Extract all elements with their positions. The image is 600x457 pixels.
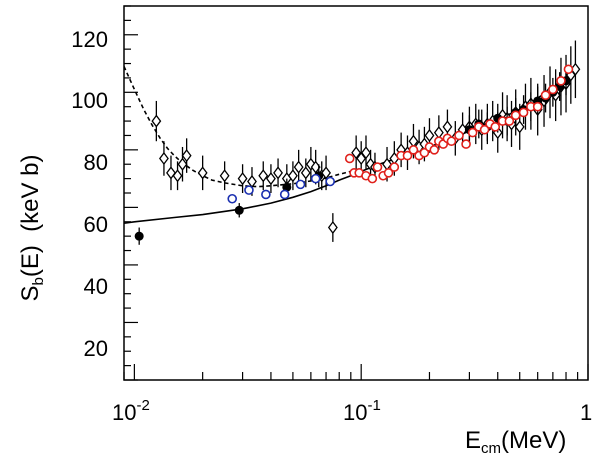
- red-circle-marker: [556, 76, 566, 86]
- diamond-marker: [321, 166, 331, 180]
- red-circle-marker: [408, 145, 419, 155]
- red-circle-marker: [446, 136, 457, 147]
- x-tick-label: 1: [580, 400, 592, 425]
- x-axis-title: Ecm(MeV): [465, 427, 566, 457]
- diamond-marker: [172, 169, 183, 183]
- x-tick-exponent: -2: [136, 397, 149, 414]
- blue-circle-marker: [227, 193, 238, 204]
- diamond-marker: [273, 166, 283, 180]
- red-circle-marker: [402, 150, 413, 161]
- blue-circle-marker: [279, 189, 290, 200]
- blue-circle-marker: [295, 179, 306, 190]
- diamond-marker: [361, 146, 371, 160]
- red-circle-marker: [419, 147, 430, 158]
- diamond-marker: [237, 172, 248, 186]
- diamond-marker: [351, 146, 362, 160]
- red-circle-marker: [548, 84, 558, 95]
- red-circle-marker: [467, 127, 478, 138]
- y-tick-label: 60: [84, 212, 108, 237]
- x-axis-title-main: E: [465, 427, 481, 454]
- red-circle-marker: [518, 107, 529, 118]
- filled-circle-marker: [282, 182, 292, 192]
- diamond-marker: [159, 151, 169, 166]
- diamond-marker: [293, 160, 304, 174]
- red-circle-marker: [540, 90, 551, 100]
- red-circle-marker: [563, 64, 574, 75]
- x-tick-label: 10-1: [343, 397, 381, 425]
- y-tick-label: 40: [84, 274, 108, 299]
- red-circle-marker: [532, 101, 543, 112]
- diamond-marker: [514, 120, 525, 134]
- diamond-marker: [356, 151, 367, 166]
- diamond-marker: [151, 114, 162, 128]
- y-tick-label: 20: [84, 336, 108, 361]
- red-circle-marker: [383, 168, 394, 178]
- blue-circle-marker: [244, 185, 254, 195]
- x-axis-title-unit: (MeV): [501, 427, 566, 454]
- red-circle-marker: [454, 130, 464, 141]
- y-axis-title-main: S: [17, 286, 44, 302]
- x-tick-label: 10-2: [112, 397, 150, 425]
- x-tick-exponent: -1: [367, 397, 380, 414]
- y-tick-label: 80: [84, 150, 108, 175]
- blue-circle-marker: [325, 176, 335, 187]
- red-circle-marker: [389, 162, 400, 172]
- red-circle-marker: [504, 116, 515, 126]
- red-circle-marker: [429, 145, 440, 155]
- red-circle-marker: [510, 110, 521, 121]
- diamond-marker: [300, 166, 311, 180]
- y-axis-title-rest: (E) (keV b): [17, 154, 44, 277]
- red-circle-marker: [372, 162, 383, 172]
- red-circle-marker: [367, 173, 378, 184]
- diamond-marker: [258, 169, 269, 183]
- x-tick-base: 10: [343, 400, 367, 425]
- data-series: [134, 40, 581, 245]
- red-circle-marker: [479, 124, 490, 135]
- diamond-marker: [327, 220, 338, 235]
- y-axis-title: Sb(E) (keV b): [17, 154, 47, 301]
- diamond-marker: [287, 169, 298, 183]
- x-axis-title-sub: cm: [481, 440, 501, 457]
- filled-circle-marker: [234, 205, 244, 215]
- red-circle-marker: [490, 122, 501, 132]
- blue-circle-marker: [310, 173, 321, 184]
- x-tick-base: 10: [112, 400, 136, 425]
- solid-fit-curve: [124, 65, 579, 224]
- filled-circle-marker: [134, 231, 144, 241]
- diamond-marker: [197, 166, 208, 180]
- diamond-marker: [265, 172, 276, 186]
- y-tick-label: 120: [71, 27, 108, 52]
- diamond-marker: [424, 128, 435, 143]
- diamond-marker: [219, 169, 230, 183]
- red-circle-marker: [461, 139, 471, 149]
- dashed-fit-curve: [124, 66, 362, 188]
- y-tick-label: 100: [71, 88, 108, 113]
- plot-frame: [123, 5, 589, 381]
- blue-circle-marker: [261, 189, 271, 200]
- red-circle-marker: [344, 153, 355, 164]
- diamond-marker: [177, 157, 188, 171]
- curves: [124, 65, 579, 224]
- diamond-marker: [181, 149, 192, 163]
- diamond-marker: [442, 120, 453, 134]
- axis-ticks: [123, 5, 589, 381]
- y-axis-title-sub: b: [30, 277, 47, 285]
